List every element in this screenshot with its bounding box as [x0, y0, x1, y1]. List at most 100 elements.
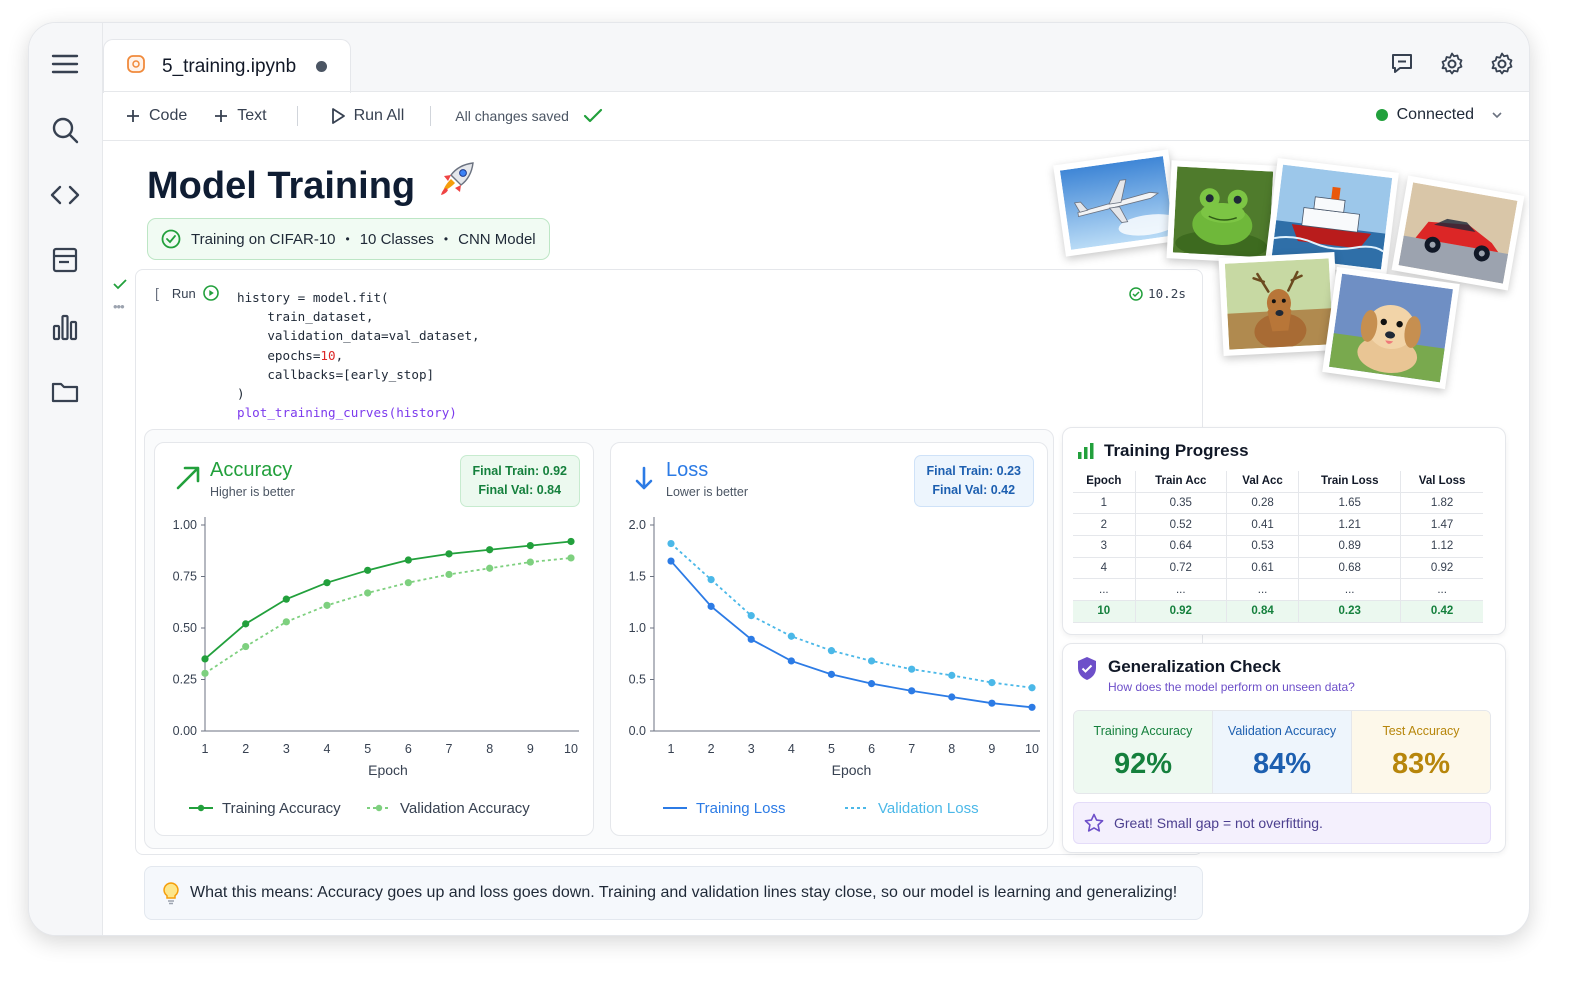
data-point	[948, 671, 956, 679]
data-point	[787, 632, 795, 640]
comment-icon[interactable]	[1389, 51, 1415, 82]
table-cell: 10	[1073, 600, 1136, 623]
x-tick-label: 2	[242, 742, 249, 756]
table-cell: 1.47	[1400, 513, 1483, 536]
table-cell: ...	[1298, 578, 1402, 601]
data-point	[404, 556, 412, 564]
cell-more-icon[interactable]: •••	[113, 299, 125, 314]
metric-label: Validation Accuracy	[1227, 724, 1337, 738]
data-point	[486, 546, 494, 554]
play-icon	[331, 108, 345, 124]
x-tick-label: 9	[988, 742, 995, 756]
accuracy-metrics: Training Accuracy 92% Validation Accurac…	[1073, 710, 1491, 794]
code-line: callbacks=[early_stop]	[237, 366, 435, 382]
chart-output: 0.00 0.25 0.50 0.75 1.00 1 2 3 4 5 6 7 8 9 10 Epoch Trai…	[144, 429, 1054, 849]
panel-icon[interactable]	[48, 243, 82, 277]
folder-icon[interactable]	[48, 375, 82, 409]
data-point	[948, 693, 956, 701]
table-cell: 1.82	[1400, 492, 1483, 515]
top-icons	[1389, 51, 1515, 82]
search-icon[interactable]	[48, 113, 82, 147]
x-tick-label: 3	[283, 742, 290, 756]
add-text-button[interactable]: Text	[213, 107, 267, 125]
rocket-icon	[433, 161, 477, 211]
code-block[interactable]: history = model.fit( train_dataset, vali…	[237, 288, 480, 422]
training-progress-card: Training Progress Epoch Train Acc Val Ac…	[1062, 427, 1506, 635]
loss-final-val: Final Val: 0.42	[932, 483, 1016, 497]
data-point	[445, 570, 453, 579]
code-line: plot_training_curves(history)	[237, 405, 457, 421]
y-tick-label: 1.0	[629, 621, 646, 635]
run-all-button[interactable]: Run All	[330, 107, 404, 125]
series-line	[204, 557, 572, 675]
generalization-subtitle: How does the model perform on unseen dat…	[1108, 680, 1355, 694]
code-line: train_dataset,	[237, 309, 374, 325]
loss-final-train: Final Train: 0.23	[926, 464, 1021, 478]
legend-label: Validation Loss	[878, 800, 979, 817]
legend-label: Training Accuracy	[222, 800, 341, 817]
bar-chart-icon[interactable]	[48, 310, 82, 344]
code-line: validation_data=val_dataset,	[237, 328, 480, 344]
y-tick-label: 0.25	[173, 673, 197, 687]
test-accuracy-metric: Test Accuracy 83%	[1352, 711, 1490, 793]
series-line	[670, 560, 1033, 709]
data-point	[567, 537, 575, 546]
data-point	[445, 550, 453, 558]
x-axis-label: Epoch	[368, 762, 408, 778]
gear-icon[interactable]	[1439, 51, 1465, 82]
data-point	[747, 612, 755, 620]
x-tick-label: 7	[908, 742, 915, 756]
connection-label: Connected	[1396, 106, 1474, 123]
data-point	[787, 657, 795, 665]
table-row: ...............	[1073, 578, 1483, 601]
y-tick-label: 0.5	[629, 673, 646, 687]
page-title: Model Training	[147, 161, 477, 211]
data-point	[667, 539, 675, 548]
accuracy-final-box: Final Train: 0.92 Final Val: 0.84	[459, 455, 580, 507]
x-tick-label: 9	[527, 742, 534, 756]
overfitting-note: Great! Small gap = not overfitting.	[1073, 802, 1491, 844]
run-cell-label: Run	[171, 285, 196, 301]
table-cell: 0.41	[1226, 513, 1300, 536]
data-point	[282, 618, 290, 626]
table-cell: ...	[1135, 578, 1227, 601]
table-cell: 0.92	[1135, 600, 1227, 623]
menu-icon[interactable]	[48, 47, 82, 81]
explanation-tip: What this means: Accuracy goes up and lo…	[144, 866, 1203, 920]
data-point	[486, 564, 494, 572]
table-cell: 1.21	[1298, 513, 1402, 536]
star-icon	[1084, 813, 1104, 832]
notebook-window: 5_training.ipynb Code Text Run	[28, 22, 1530, 936]
code-icon[interactable]	[48, 178, 82, 212]
y-tick-label: 0.50	[173, 621, 197, 635]
generalization-title: Generalization Check	[1108, 657, 1281, 676]
deer-photo	[1218, 252, 1340, 356]
notebook-tab[interactable]: 5_training.ipynb	[103, 39, 351, 93]
table-cell: 0.92	[1400, 557, 1483, 580]
data-point	[323, 601, 331, 609]
x-tick-label: 1	[202, 742, 209, 756]
data-point	[908, 665, 916, 673]
airplane-photo	[1053, 149, 1181, 257]
check-circle-icon	[161, 229, 181, 249]
data-point	[707, 602, 715, 610]
data-point	[1028, 703, 1036, 711]
code-line-text: epochs=	[237, 347, 321, 363]
x-axis-label: Epoch	[832, 762, 872, 778]
legend-label: Training Loss	[696, 800, 786, 817]
run-cell-button[interactable]: [ Run	[155, 285, 219, 301]
legend-marker	[375, 804, 383, 812]
table-cell: 1.65	[1298, 492, 1402, 515]
generalization-card: Generalization Check How does the model …	[1062, 643, 1506, 853]
x-tick-label: 4	[324, 742, 331, 756]
add-code-button[interactable]: Code	[125, 107, 187, 125]
connection-status[interactable]: Connected	[1375, 106, 1503, 124]
status-dot	[1375, 109, 1388, 121]
x-tick-label: 2	[708, 742, 715, 756]
accuracy-final-train: Final Train: 0.92	[472, 464, 567, 478]
data-point	[867, 657, 876, 665]
y-tick-label: 1.5	[629, 570, 646, 584]
chevron-down-icon	[1492, 112, 1502, 119]
settings-icon[interactable]	[1489, 51, 1515, 82]
car-photo	[1391, 175, 1525, 291]
